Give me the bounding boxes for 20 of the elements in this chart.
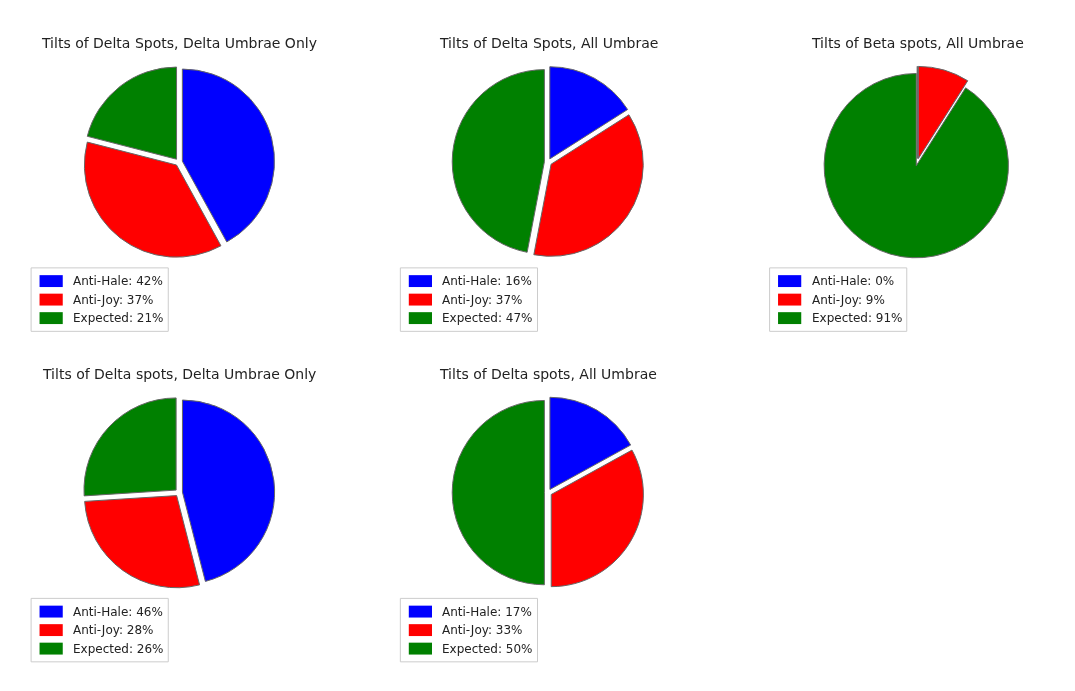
legend-label: Expected: 47% (442, 311, 533, 325)
legend-label: Expected: 50% (442, 642, 533, 656)
legend-label: Anti-Hale: 17% (442, 605, 532, 619)
legend-label: Anti-Hale: 46% (73, 605, 163, 619)
legend-label: Expected: 91% (812, 311, 903, 325)
chart-title: Tilts of Delta Spots, Delta Umbrae Only (41, 35, 317, 51)
chart-title: Tilts of Beta spots, All Umbrae (811, 35, 1024, 51)
legend-label: Anti-Joy: 33% (442, 623, 523, 637)
legend-label: Expected: 26% (73, 642, 164, 656)
legend-label: Anti-Hale: 0% (812, 274, 895, 288)
chart-title: Tilts of Delta Spots, All Umbrae (439, 35, 659, 51)
legend-label: Anti-Joy: 28% (73, 623, 154, 637)
legend-label: Anti-Joy: 37% (442, 293, 523, 307)
legend-label: Expected: 21% (73, 311, 164, 325)
legend-label: Anti-Hale: 42% (73, 274, 163, 288)
legend-label: Anti-Joy: 37% (73, 293, 154, 307)
legend-label: Anti-Joy: 9% (812, 293, 885, 307)
legend-label: Anti-Hale: 16% (442, 274, 532, 288)
chart-title: Tilts of Delta spots, All Umbrae (439, 366, 657, 382)
chart-title: Tilts of Delta spots, Delta Umbrae Only (42, 366, 317, 382)
